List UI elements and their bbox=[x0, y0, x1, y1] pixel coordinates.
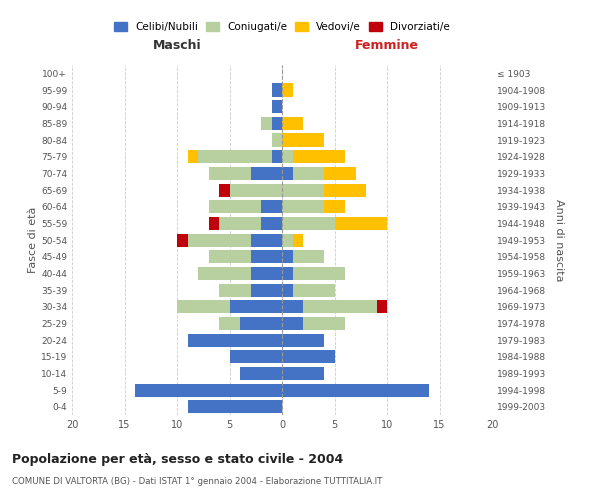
Bar bbox=[219, 217, 261, 230]
Bar bbox=[198, 150, 271, 163]
Bar bbox=[282, 117, 303, 130]
Bar bbox=[219, 284, 251, 296]
Bar bbox=[135, 384, 282, 396]
Bar bbox=[261, 117, 271, 130]
Legend: Celibi/Nubili, Coniugati/e, Vedovi/e, Divorziati/e: Celibi/Nubili, Coniugati/e, Vedovi/e, Di… bbox=[110, 18, 454, 36]
Bar bbox=[209, 217, 219, 230]
Bar bbox=[251, 250, 282, 263]
Bar bbox=[209, 200, 261, 213]
Y-axis label: Anni di nascita: Anni di nascita bbox=[554, 198, 565, 281]
Bar bbox=[261, 200, 282, 213]
Text: Popolazione per età, sesso e stato civile - 2004: Popolazione per età, sesso e stato civil… bbox=[12, 452, 343, 466]
Bar bbox=[240, 317, 282, 330]
Bar bbox=[293, 250, 324, 263]
Bar bbox=[271, 134, 282, 146]
Bar bbox=[293, 150, 345, 163]
Bar bbox=[271, 117, 282, 130]
Bar bbox=[293, 167, 324, 180]
Bar bbox=[282, 267, 293, 280]
Bar bbox=[219, 184, 229, 196]
Bar bbox=[229, 184, 282, 196]
Bar bbox=[282, 234, 293, 246]
Bar bbox=[282, 250, 293, 263]
Bar bbox=[293, 234, 303, 246]
Bar bbox=[229, 350, 282, 363]
Y-axis label: Fasce di età: Fasce di età bbox=[28, 207, 38, 273]
Bar bbox=[282, 284, 293, 296]
Bar bbox=[177, 300, 229, 313]
Bar bbox=[187, 234, 251, 246]
Bar bbox=[282, 334, 324, 346]
Bar bbox=[324, 200, 345, 213]
Bar bbox=[251, 234, 282, 246]
Bar bbox=[303, 317, 345, 330]
Bar bbox=[282, 350, 335, 363]
Text: Femmine: Femmine bbox=[355, 38, 419, 52]
Bar bbox=[303, 300, 377, 313]
Text: COMUNE DI VALTORTA (BG) - Dati ISTAT 1° gennaio 2004 - Elaborazione TUTTITALIA.I: COMUNE DI VALTORTA (BG) - Dati ISTAT 1° … bbox=[12, 476, 382, 486]
Bar bbox=[187, 150, 198, 163]
Bar bbox=[177, 234, 187, 246]
Bar bbox=[251, 284, 282, 296]
Bar bbox=[187, 400, 282, 413]
Bar bbox=[282, 167, 293, 180]
Bar bbox=[282, 134, 324, 146]
Bar bbox=[293, 267, 345, 280]
Bar bbox=[282, 184, 324, 196]
Bar bbox=[324, 184, 366, 196]
Bar bbox=[209, 167, 251, 180]
Text: Maschi: Maschi bbox=[152, 38, 202, 52]
Bar bbox=[219, 317, 240, 330]
Bar bbox=[377, 300, 387, 313]
Bar bbox=[282, 384, 429, 396]
Bar bbox=[335, 217, 387, 230]
Bar bbox=[209, 250, 251, 263]
Bar bbox=[282, 317, 303, 330]
Bar bbox=[282, 217, 335, 230]
Bar bbox=[251, 167, 282, 180]
Bar bbox=[271, 150, 282, 163]
Bar bbox=[240, 367, 282, 380]
Bar bbox=[229, 300, 282, 313]
Bar bbox=[187, 334, 282, 346]
Bar bbox=[282, 150, 293, 163]
Bar bbox=[271, 84, 282, 96]
Bar bbox=[251, 267, 282, 280]
Bar bbox=[282, 300, 303, 313]
Bar bbox=[324, 167, 355, 180]
Bar bbox=[261, 217, 282, 230]
Bar bbox=[282, 367, 324, 380]
Bar bbox=[282, 84, 293, 96]
Bar bbox=[282, 200, 324, 213]
Bar bbox=[271, 100, 282, 113]
Bar bbox=[293, 284, 335, 296]
Bar bbox=[198, 267, 251, 280]
